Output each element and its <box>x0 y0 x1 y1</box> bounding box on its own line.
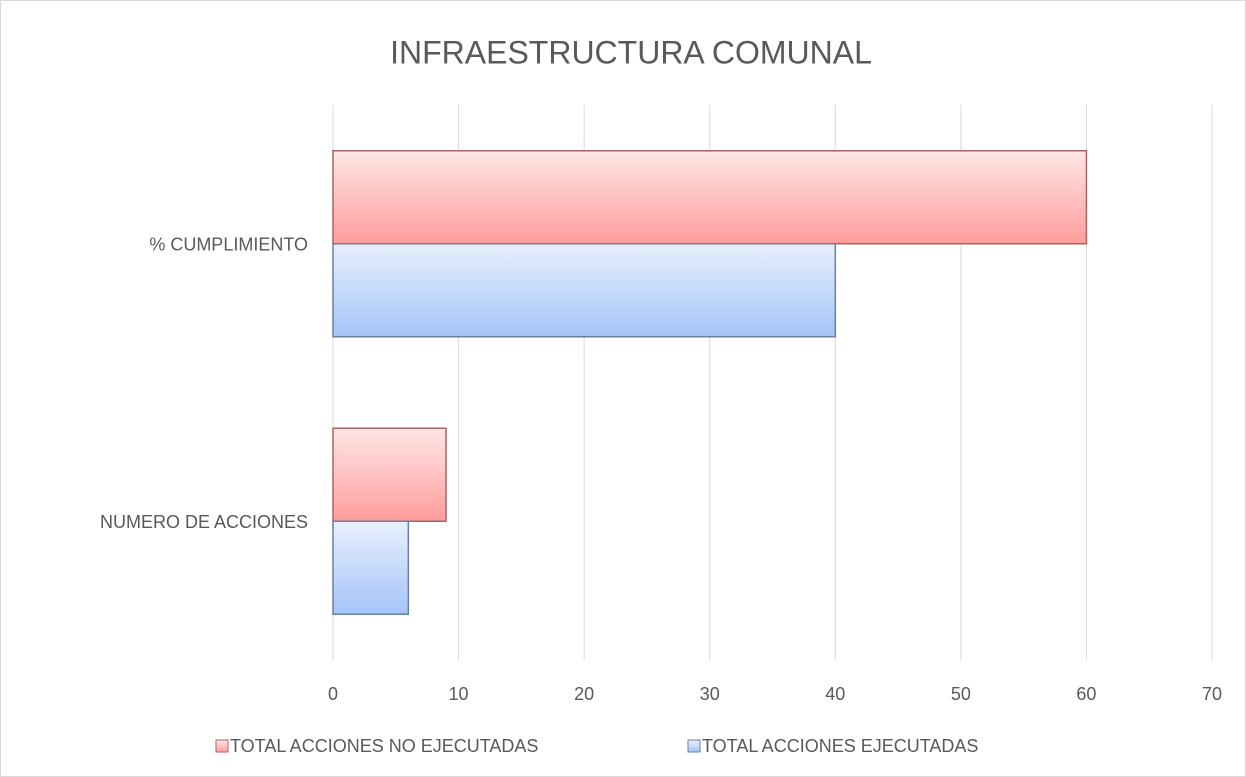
x-tick-label: 30 <box>700 684 720 704</box>
y-tick-label: NUMERO DE ACCIONES <box>100 512 308 532</box>
x-tick-label: 50 <box>951 684 971 704</box>
x-tick-label: 70 <box>1202 684 1222 704</box>
x-tick-label: 10 <box>449 684 469 704</box>
bar <box>332 243 837 338</box>
bar <box>332 427 447 522</box>
x-tick-label: 60 <box>1076 684 1096 704</box>
x-tick-label: 20 <box>574 684 594 704</box>
bar <box>332 520 410 615</box>
legend-label: TOTAL ACCIONES NO EJECUTADAS <box>230 736 538 756</box>
chart-title: INFRAESTRUCTURA COMUNAL <box>390 34 872 70</box>
x-tick-label: 40 <box>825 684 845 704</box>
legend-swatch <box>215 739 229 753</box>
legend-swatch <box>687 739 701 753</box>
y-tick-label: % CUMPLIMIENTO <box>149 235 308 255</box>
x-tick-label: 0 <box>328 684 338 704</box>
bar <box>332 150 1088 245</box>
legend-label: TOTAL ACCIONES EJECUTADAS <box>702 736 978 756</box>
